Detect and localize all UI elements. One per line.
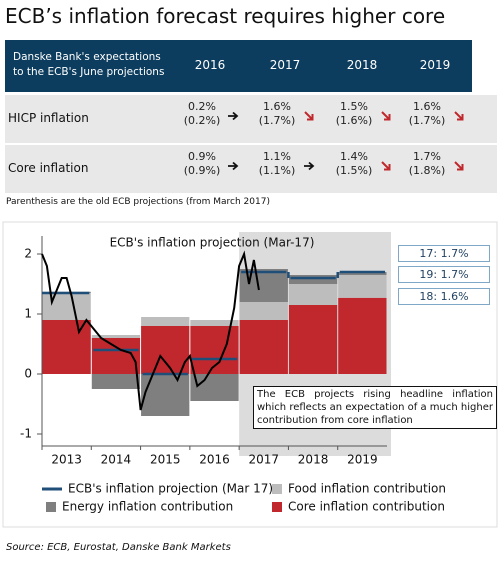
cell: 1.6% (1.7%) (255, 100, 299, 128)
bar (239, 320, 288, 374)
cell-previous: (0.2%) (183, 114, 221, 127)
cell-current: 0.9% (188, 150, 216, 163)
table-row: Core inflation 0.9% (0.9%) 1.1% (1.1%) 1.4… (5, 145, 497, 193)
cell-previous: (0.9%) (183, 164, 221, 177)
cell-previous: (1.6%) (335, 114, 373, 127)
chart-title: ECB's inflation projection (Mar-17) (110, 236, 315, 250)
callout: 17: 1.7% (398, 245, 490, 262)
bar (239, 302, 288, 320)
cell: 1.7% (1.8%) (405, 150, 449, 178)
y-tick-label: 2 (24, 247, 32, 261)
cell-current: 1.5% (340, 100, 368, 113)
row-label: HICP inflation (8, 111, 89, 125)
year-header: 2017 (269, 58, 301, 72)
x-tick-label: 2017 (249, 453, 280, 467)
legend-label: ECB's inflation projection (Mar 17) (68, 482, 273, 496)
bar (141, 374, 190, 416)
legend-label: Food inflation contribution (288, 482, 446, 496)
x-tick-label: 2013 (51, 453, 82, 467)
y-tick-label: 1 (24, 307, 32, 321)
bar (338, 275, 387, 298)
header-title: Danske Bank's expectations to the ECB's … (13, 51, 165, 78)
callout: 19: 1.7% (398, 266, 490, 283)
x-tick-label: 2014 (101, 453, 132, 467)
cell-current: 1.1% (263, 150, 291, 163)
page-title: ECB’s inflation forecast requires higher… (5, 4, 446, 28)
cell-previous: (1.8%) (408, 164, 446, 177)
legend-swatch (272, 502, 282, 512)
x-tick-label: 2016 (199, 453, 230, 467)
cell: 0.2% (0.2%) (180, 100, 224, 128)
annotation: The ECB projects rising headline inflati… (253, 386, 497, 429)
cell-current: 0.2% (188, 100, 216, 113)
bar (91, 374, 141, 389)
bar (141, 326, 190, 374)
cell-previous: (1.1%) (258, 164, 296, 177)
cell: 0.9% (0.9%) (180, 150, 224, 178)
cell-previous: (1.7%) (408, 114, 446, 127)
bar (141, 317, 190, 326)
bar (190, 320, 239, 326)
cell-previous: (1.5%) (335, 164, 373, 177)
callout: 18: 1.6% (398, 288, 490, 305)
arrow-down (380, 110, 392, 122)
plot: -1 0 1 2 2013 2014 2015 2016 2017 2018 2019 (20, 232, 391, 467)
x-tick-label: 2019 (347, 453, 378, 467)
bar (338, 272, 387, 275)
legend-swatch (272, 484, 282, 494)
hicp-line (41, 250, 260, 411)
table-row: HICP inflation 0.2% (0.2%) 1.6% (1.7%) 1.5… (5, 95, 497, 143)
year-header: 2018 (346, 58, 378, 72)
bar (91, 335, 141, 338)
bar (42, 293, 91, 320)
x-tick-label: 2015 (150, 453, 181, 467)
cell: 1.6% (1.7%) (405, 100, 449, 128)
cell: 1.1% (1.1%) (255, 150, 299, 178)
bar (190, 374, 239, 401)
cell-current: 1.6% (263, 100, 291, 113)
cell-current: 1.6% (413, 100, 441, 113)
arrow-right (303, 160, 315, 172)
arrow-down (453, 160, 465, 172)
cell-current: 1.4% (340, 150, 368, 163)
cell: 1.4% (1.5%) (332, 150, 376, 178)
bar (338, 297, 387, 374)
arrow-down (453, 110, 465, 122)
y-tick-label: 0 (24, 367, 32, 381)
year-header: 2016 (194, 58, 226, 72)
x-tick-label: 2018 (298, 453, 329, 467)
legend-swatch (46, 502, 56, 512)
source: Source: ECB, Eurostat, Danske Bank Marke… (6, 542, 231, 553)
bar (42, 320, 91, 374)
chart-frame (2, 221, 498, 528)
note: Parenthesis are the old ECB projections … (6, 197, 270, 207)
row-label: Core inflation (8, 161, 89, 175)
legend-label: Energy inflation contribution (62, 500, 233, 514)
y-tick-label: -1 (20, 427, 32, 441)
bar (288, 275, 338, 284)
cell-current: 1.7% (413, 150, 441, 163)
arrow-down (303, 110, 315, 122)
cell-previous: (1.7%) (258, 114, 296, 127)
arrow-right (227, 110, 239, 122)
year-header: 2019 (419, 58, 451, 72)
bar (288, 305, 338, 374)
arrow-down (380, 160, 392, 172)
legend-label: Core inflation contribution (288, 500, 445, 514)
bar (288, 284, 338, 305)
table-header: Danske Bank's expectations to the ECB's … (5, 40, 472, 92)
cell: 1.5% (1.6%) (332, 100, 376, 128)
arrow-right (227, 160, 239, 172)
